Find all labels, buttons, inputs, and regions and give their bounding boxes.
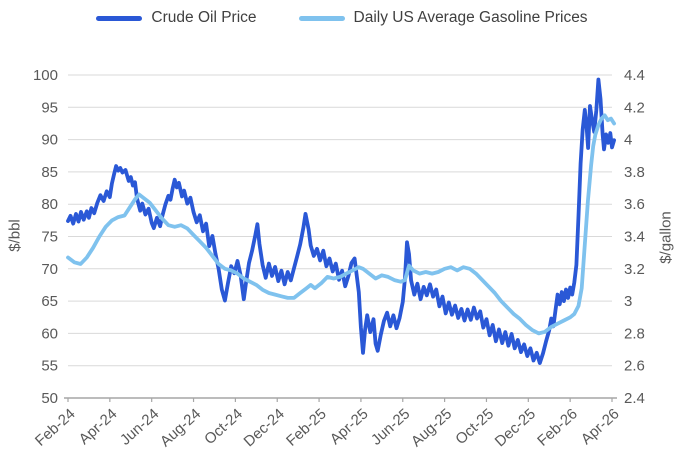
left-axis-tick-label: 75	[41, 229, 58, 246]
crude-oil-price-line	[66, 77, 616, 366]
crude-oil-legend-label: Crude Oil Price	[151, 9, 257, 26]
right-axis-tick-label: 4.2	[624, 99, 645, 116]
gasoline-price-line	[66, 113, 616, 336]
right-axis-tick-label: 2.6	[624, 358, 645, 375]
x-axis-tick-label: Dec-24	[241, 405, 288, 450]
right-axis-tick-label: 4.4	[624, 67, 645, 84]
x-axis-tick-label: Oct-25	[452, 405, 497, 448]
right-axis-tick-label: 4	[624, 132, 632, 149]
x-axis-tick-label: Aug-24	[157, 405, 204, 450]
left-axis-tick-label: 65	[41, 293, 58, 310]
x-axis-tick-label: Oct-24	[201, 405, 246, 448]
gasoline-legend-label: Daily US Average Gasoline Prices	[353, 9, 588, 26]
left-axis-tick-label: 90	[41, 132, 58, 149]
right-axis-tick-label: 2.8	[624, 325, 645, 342]
left-axis-title: $/bbl	[6, 219, 24, 252]
right-axis-tick-label: 3.4	[624, 229, 645, 246]
right-axis-tick-label: 3.2	[624, 261, 645, 278]
x-axis-tick-label: Jun-24	[117, 405, 162, 448]
x-axis-tick-label: Feb-26	[534, 405, 581, 449]
left-axis-tick-label: 70	[41, 261, 58, 278]
legend-item-gasoline: Daily US Average Gasoline Prices	[298, 9, 588, 27]
crude-oil-legend-swatch-icon	[96, 15, 143, 21]
right-axis-tick-label: 3.6	[624, 196, 645, 213]
x-axis-tick-label: Feb-24	[32, 405, 79, 449]
left-axis-tick-label: 95	[41, 99, 58, 116]
left-axis-tick-label: 80	[41, 196, 58, 213]
right-axis-tick-label: 2.4	[624, 390, 645, 407]
right-axis-tick-label: 3.8	[624, 164, 645, 181]
x-axis-tick-label: Apr-26	[578, 405, 623, 448]
x-axis-tick-label: Feb-25	[283, 405, 330, 449]
x-axis-tick-label: Apr-25	[327, 405, 372, 448]
x-axis-tick-label: Apr-24	[76, 405, 121, 448]
left-axis-tick-label: 85	[41, 164, 58, 181]
right-axis-title: $/gallon	[657, 211, 675, 264]
legend-item-crude-oil: Crude Oil Price	[96, 9, 257, 27]
x-axis-tick-label: Dec-25	[492, 405, 539, 450]
gasoline-legend-swatch-icon	[298, 15, 345, 21]
right-axis-tick-label: 3	[624, 293, 632, 310]
left-axis-tick-label: 50	[41, 390, 58, 407]
left-axis-tick-label: 55	[41, 358, 58, 375]
left-axis-tick-label: 100	[33, 67, 58, 84]
legend: Crude Oil Price Daily US Average Gasolin…	[0, 9, 684, 27]
left-axis-tick-label: 60	[41, 325, 58, 342]
x-axis-tick-label: Jun-25	[368, 405, 413, 448]
x-axis-tick-label: Aug-25	[408, 405, 455, 450]
